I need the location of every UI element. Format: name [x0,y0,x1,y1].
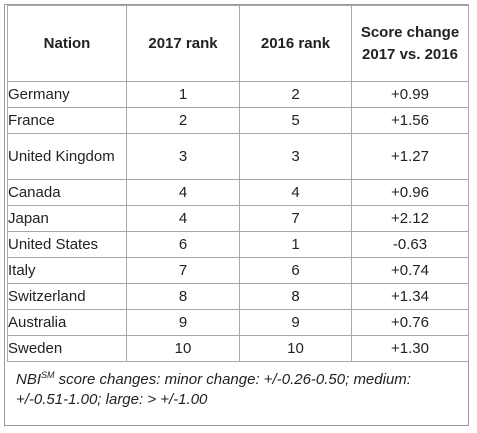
cell-2017-rank: 4 [126,179,240,206]
cell-2017-rank: 10 [126,335,240,362]
table-row: United States 6 1 -0.63 [7,231,469,258]
cell-nation: Sweden [7,335,127,362]
header-nation: Nation [7,5,127,82]
cell-2017-rank: 7 [126,257,240,284]
cell-nation: United Kingdom [7,133,127,180]
cell-score-change: +0.96 [351,179,469,206]
table-row: Japan 4 7 +2.12 [7,205,469,232]
cell-2017-rank: 9 [126,309,240,336]
nation-rank-table: Nation 2017 rank 2016 rank Score change … [7,5,469,362]
table-row: Germany 1 2 +0.99 [7,81,469,108]
table-row: Switzerland 8 8 +1.34 [7,283,469,310]
cell-score-change: +1.34 [351,283,469,310]
cell-nation: Canada [7,179,127,206]
cell-2016-rank: 1 [239,231,352,258]
cell-nation: Australia [7,309,127,336]
cell-score-change: +0.74 [351,257,469,284]
header-score-change: Score change 2017 vs. 2016 [351,5,469,82]
cell-2017-rank: 3 [126,133,240,180]
table-row: Australia 9 9 +0.76 [7,309,469,336]
table-row: France 2 5 +1.56 [7,107,469,134]
cell-2017-rank: 4 [126,205,240,232]
service-mark-superscript: SM [41,370,55,380]
cell-2016-rank: 10 [239,335,352,362]
footnote-text: score changes: minor change: +/-0.26-0.5… [16,371,411,408]
cell-nation: Italy [7,257,127,284]
cell-score-change: +2.12 [351,205,469,232]
cell-score-change: -0.63 [351,231,469,258]
cell-score-change: +0.99 [351,81,469,108]
table-row: Italy 7 6 +0.74 [7,257,469,284]
table-footnote: NBISM score changes: minor change: +/-0.… [16,370,456,410]
cell-2016-rank: 7 [239,205,352,232]
cell-nation: United States [7,231,127,258]
cell-nation: Japan [7,205,127,232]
cell-2016-rank: 9 [239,309,352,336]
table-row: United Kingdom 3 3 +1.27 [7,133,469,180]
cell-score-change: +1.27 [351,133,469,180]
cell-2017-rank: 8 [126,283,240,310]
table-header-row: Nation 2017 rank 2016 rank Score change … [7,5,469,82]
cell-2016-rank: 8 [239,283,352,310]
cell-2016-rank: 2 [239,81,352,108]
cell-2016-rank: 6 [239,257,352,284]
cell-nation: Germany [7,81,127,108]
footnote-prefix: NBI [16,371,42,388]
cell-nation: France [7,107,127,134]
cell-score-change: +0.76 [351,309,469,336]
header-2017-rank: 2017 rank [126,5,240,82]
cell-2017-rank: 6 [126,231,240,258]
header-2016-rank: 2016 rank [239,5,352,82]
cell-2016-rank: 3 [239,133,352,180]
cell-nation: Switzerland [7,283,127,310]
cell-2017-rank: 2 [126,107,240,134]
table-row: Canada 4 4 +0.96 [7,179,469,206]
cell-2016-rank: 5 [239,107,352,134]
cell-score-change: +1.56 [351,107,469,134]
table-row: Sweden 10 10 +1.30 [7,335,469,362]
cell-score-change: +1.30 [351,335,469,362]
cell-2017-rank: 1 [126,81,240,108]
cell-2016-rank: 4 [239,179,352,206]
